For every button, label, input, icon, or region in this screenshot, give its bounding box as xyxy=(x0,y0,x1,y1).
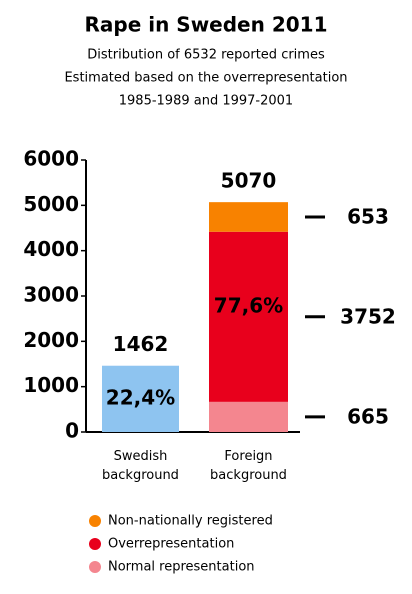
legend-swatch xyxy=(89,538,101,550)
legend-label: Overrepresentation xyxy=(108,537,234,552)
total-label: 5070 xyxy=(221,169,277,193)
y-tick-label: 4000 xyxy=(23,237,79,261)
chart-title: Rape in Sweden 2011 xyxy=(85,13,328,37)
y-tick-label: 3000 xyxy=(23,283,79,307)
x-tick-label: Foreign background xyxy=(210,449,287,483)
x-tick-label: Swedish background xyxy=(102,449,179,483)
bar-segment xyxy=(209,231,288,402)
y-tick-label: 0 xyxy=(65,419,79,443)
legend-swatch xyxy=(89,561,101,573)
legend-swatch xyxy=(89,515,101,527)
share-label: 77,6% xyxy=(214,294,283,318)
chart-subtitle: 1985-1989 and 1997-2001 xyxy=(119,94,293,109)
y-tick-label: 6000 xyxy=(23,147,79,171)
bar-segment xyxy=(209,202,288,232)
data-label: 665 xyxy=(347,404,389,428)
bar-segment xyxy=(209,401,288,432)
data-label: 3752 xyxy=(340,304,396,328)
bar-segment xyxy=(102,365,179,432)
share-label: 22,4% xyxy=(106,385,175,409)
legend-label: Normal representation xyxy=(108,560,255,575)
legend-label: Non-nationally registered xyxy=(108,514,273,529)
data-label: 653 xyxy=(347,204,389,228)
chart-subtitle: Distribution of 6532 reported crimes xyxy=(87,48,325,63)
chart-subtitle: Estimated based on the overrepresentatio… xyxy=(64,71,347,86)
y-tick-label: 5000 xyxy=(23,192,79,216)
y-tick-label: 1000 xyxy=(23,373,79,397)
y-tick-label: 2000 xyxy=(23,328,79,352)
total-label: 1462 xyxy=(113,332,169,356)
